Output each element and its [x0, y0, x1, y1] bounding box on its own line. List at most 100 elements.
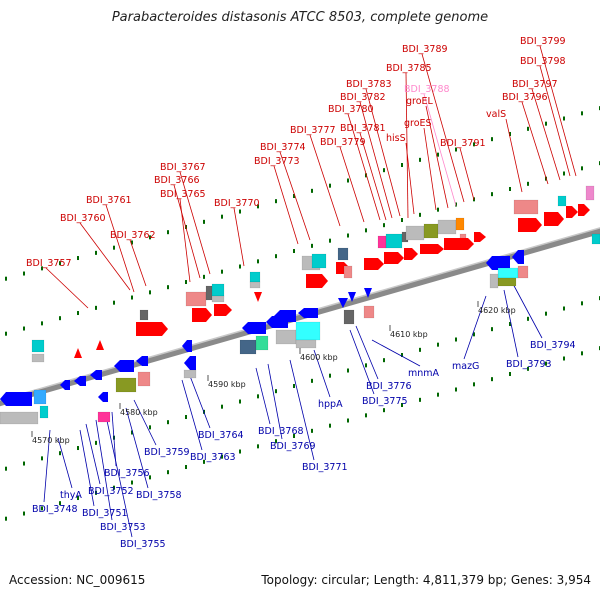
track-dot [545, 311, 547, 316]
gene-labels: BDI_3757 BDI_3760 BDI_3761 BDI_3762 BDI_3765… [26, 36, 576, 550]
leader-line [349, 329, 375, 395]
gene-label-bdi_3753: BDI_3753 [100, 522, 146, 533]
gene-label-bdi_3758: BDI_3758 [136, 490, 182, 501]
gene-label-bdi_3793: BDI_3793 [506, 359, 552, 370]
leader-line [105, 415, 133, 538]
track-dot [437, 152, 439, 157]
leader-line [273, 165, 299, 245]
track-dot [41, 456, 43, 461]
track-dot [455, 387, 457, 392]
leader-line [45, 267, 89, 309]
track-dot [239, 264, 241, 269]
gene-arrow [274, 310, 296, 322]
scale-tick-label: 4580 kbp [120, 408, 158, 417]
gene-block [311, 253, 327, 269]
leader-line [359, 101, 393, 219]
track-dot [329, 183, 331, 188]
track-dot [581, 351, 583, 356]
gene-label-bdi_3766: BDI_3766 [154, 175, 200, 186]
leader-line [423, 93, 457, 207]
track-dot [581, 166, 583, 171]
leader-line [405, 72, 409, 219]
track-dot [149, 475, 151, 480]
track-dot [491, 327, 493, 332]
gene-block [517, 265, 529, 279]
track-dot [311, 428, 313, 433]
leader-line [459, 147, 475, 201]
track-dot [455, 202, 457, 207]
gene-block [31, 339, 45, 353]
gene-block [249, 271, 261, 283]
leader-line [105, 204, 135, 293]
track-dot [167, 420, 169, 425]
gene-label-bdi_3774: BDI_3774 [260, 142, 306, 153]
gene-block [275, 329, 297, 345]
gene-arrow [136, 356, 148, 366]
gene-block [337, 247, 349, 261]
gene-label-bdi_3760: BDI_3760 [60, 213, 106, 224]
track-dot [383, 168, 385, 173]
leader-line [279, 151, 311, 241]
track-dot [311, 188, 313, 193]
track-dot [329, 373, 331, 378]
track-dot [185, 280, 187, 285]
gene-label-bdi_3776: BDI_3776 [366, 381, 412, 392]
leader-line [255, 367, 271, 425]
track-dot [581, 111, 583, 116]
gene-label-bdi_3773: BDI_3773 [254, 156, 300, 167]
gene-block [183, 369, 197, 379]
scale-tick-label: 4620 kbp [478, 306, 516, 315]
gene-label-bdi_3796: BDI_3796 [502, 92, 548, 103]
gene-arrow [0, 392, 32, 406]
gene-arrow [364, 258, 384, 270]
track-dot [59, 316, 61, 321]
gene-label-mazg: mazG [452, 361, 479, 372]
leader-line [539, 45, 577, 177]
gene-label-bdi_3767: BDI_3767 [160, 162, 206, 173]
gene-label-bdi_3777: BDI_3777 [290, 125, 336, 136]
gene-block [249, 281, 261, 289]
leader-line [505, 118, 523, 193]
leader-line [181, 379, 203, 451]
track-dot [221, 404, 223, 409]
leader-line [423, 127, 437, 211]
gene-block [363, 305, 375, 319]
track-dot [275, 439, 277, 444]
leader-line [421, 53, 465, 203]
track-dot [221, 269, 223, 274]
track-dot [257, 444, 259, 449]
track-dot [347, 418, 349, 423]
track-dot [365, 228, 367, 233]
track-dot [293, 194, 295, 199]
gene-arrow [182, 340, 192, 352]
track-dot [113, 485, 115, 490]
gene-label-bdi_3799: BDI_3799 [520, 36, 566, 47]
gene-label-mnma: mnmA [408, 368, 440, 379]
track-dot [95, 440, 97, 445]
track-dot [5, 466, 7, 471]
track-dot [41, 321, 43, 326]
gene-label-bdi_3763: BDI_3763 [190, 452, 236, 463]
gene-block [377, 235, 387, 249]
gene-arrow [338, 298, 348, 308]
track-dot [455, 337, 457, 342]
gene-features[interactable] [0, 185, 600, 425]
track-dot [311, 243, 313, 248]
track-dot [311, 378, 313, 383]
gene-label-bdi_3768: BDI_3768 [258, 426, 304, 437]
track-dot [113, 245, 115, 250]
gene-arrow [60, 380, 70, 390]
track-dot [419, 397, 421, 402]
track-dot [23, 326, 25, 331]
track-dot [527, 316, 529, 321]
leader-line [531, 88, 561, 181]
track-dot [239, 209, 241, 214]
track-dot [473, 142, 475, 147]
leader-line [365, 88, 401, 217]
scale-tick-label: 4590 kbp [208, 380, 246, 389]
gene-label-bdi_3797: BDI_3797 [512, 79, 558, 90]
track-dot [257, 394, 259, 399]
leader-line [129, 239, 147, 287]
gene-block [405, 225, 425, 241]
